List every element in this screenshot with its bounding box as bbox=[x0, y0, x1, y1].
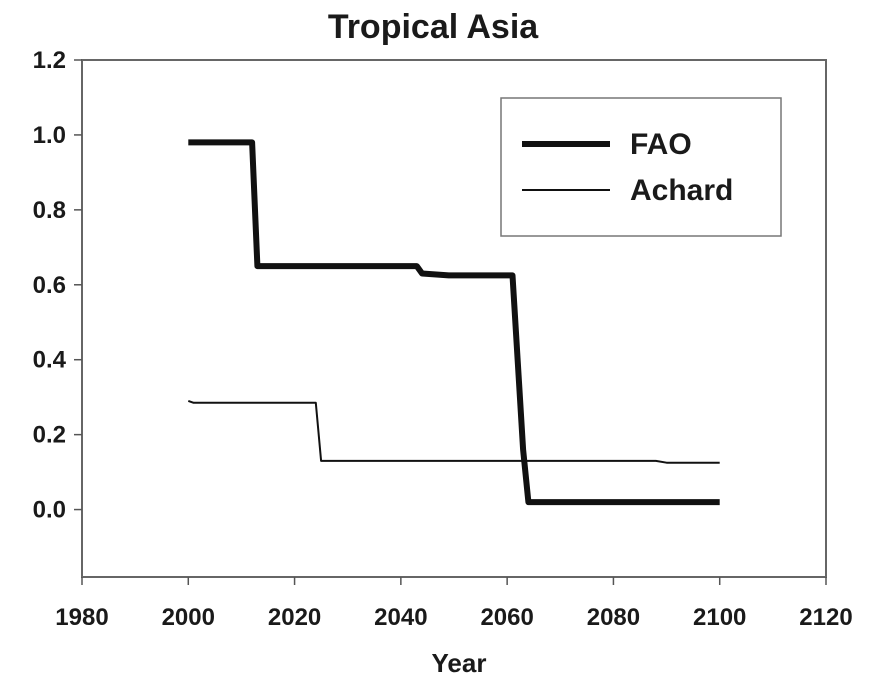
legend-label-achard: Achard bbox=[630, 174, 733, 207]
x-tick-label: 2060 bbox=[480, 604, 533, 631]
legend-label-fao: FAO bbox=[630, 128, 692, 161]
x-tick-label: 2020 bbox=[268, 604, 321, 631]
x-axis: 1980 2000 2020 2040 2060 2080 2100 2120 bbox=[55, 577, 853, 631]
y-tick-label: 1.0 bbox=[33, 122, 66, 149]
x-tick-label: 2120 bbox=[799, 604, 852, 631]
series-layer bbox=[187, 139, 720, 506]
legend: FAO Achard bbox=[500, 97, 782, 237]
x-tick-label: 2000 bbox=[162, 604, 215, 631]
y-axis: 0.0 0.2 0.4 0.6 0.8 1.0 1.2 bbox=[33, 47, 82, 524]
chart-title: Tropical Asia bbox=[328, 8, 539, 46]
y-tick-label: 0.6 bbox=[33, 272, 66, 299]
y-tick-label: 0.0 bbox=[33, 497, 66, 524]
series-line-fao bbox=[188, 139, 720, 506]
x-tick-label: 2080 bbox=[587, 604, 640, 631]
y-tick-label: 0.4 bbox=[33, 347, 67, 374]
x-axis-label: Year bbox=[432, 648, 487, 678]
y-tick-label: 0.2 bbox=[33, 422, 66, 449]
y-tick-label: 0.8 bbox=[33, 197, 66, 224]
x-tick-label: 1980 bbox=[55, 604, 108, 631]
series-line-achard bbox=[187, 399, 720, 464]
plot-frame bbox=[81, 59, 827, 578]
x-tick-label: 2100 bbox=[693, 604, 746, 631]
x-tick-label: 2040 bbox=[374, 604, 427, 631]
y-tick-label: 1.2 bbox=[33, 47, 66, 74]
legend-box bbox=[500, 97, 782, 237]
